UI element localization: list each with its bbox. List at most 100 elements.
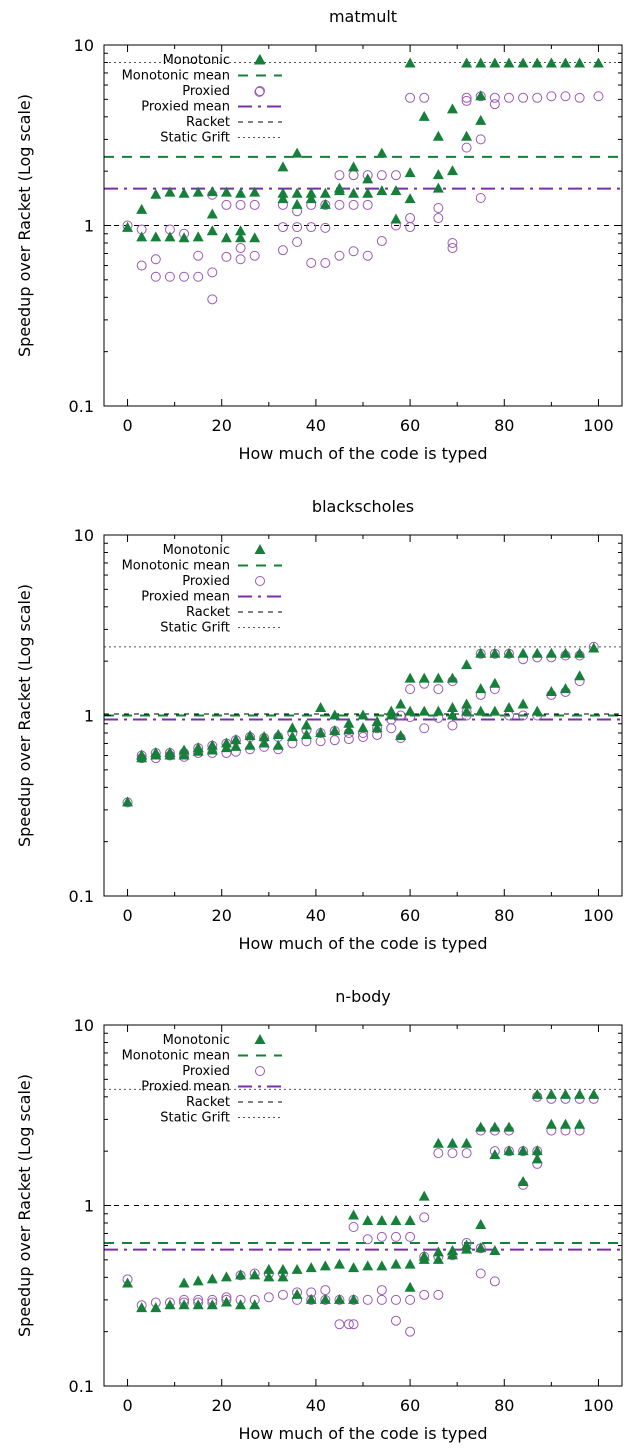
- legend-label: Proxied: [182, 1064, 230, 1079]
- monotonic-point: [489, 1121, 501, 1132]
- monotonic-point: [545, 1088, 557, 1099]
- y-tick-label: 10: [74, 526, 94, 545]
- monotonic-point: [418, 672, 430, 683]
- legend-label: Monotonic: [163, 543, 230, 558]
- proxied-point: [461, 1148, 472, 1159]
- chart-panel-blackscholes: blackscholes 0 20 40 60 80 100 0.1 1 10 How much o…: [15, 497, 623, 953]
- proxied-point: [376, 1231, 387, 1242]
- monotonic-point: [277, 187, 289, 198]
- monotonic-point: [315, 702, 327, 713]
- monotonic-point: [446, 103, 458, 114]
- monotonic-point: [305, 1262, 317, 1273]
- proxied-point: [461, 95, 472, 106]
- x-tick-label: 100: [583, 906, 614, 925]
- x-tick-label: 80: [494, 1396, 514, 1415]
- proxied-point: [235, 254, 246, 265]
- monotonic-point: [545, 1118, 557, 1129]
- monotonic-point: [503, 57, 515, 68]
- x-tick-label: 100: [583, 416, 614, 435]
- proxied-point: [475, 193, 486, 204]
- monotonic-point: [206, 1299, 218, 1310]
- proxied-point: [447, 243, 458, 254]
- monotonic-point: [574, 647, 586, 658]
- proxied-point: [405, 213, 416, 224]
- proxied-point: [306, 222, 317, 233]
- proxied-point: [254, 86, 265, 97]
- monotonic-point: [432, 705, 444, 716]
- proxied-point: [193, 250, 204, 261]
- proxied-point: [419, 1289, 430, 1300]
- monotonic-point: [291, 1263, 303, 1274]
- monotonic-point: [503, 1121, 515, 1132]
- legend-label: Monotonic mean: [122, 559, 230, 574]
- monotonic-point: [475, 647, 487, 658]
- proxied-point: [461, 92, 472, 103]
- monotonic-point: [263, 1271, 275, 1282]
- proxied-point: [405, 1326, 416, 1337]
- legend-circle-icon: [255, 86, 265, 96]
- monotonic-point: [545, 647, 557, 658]
- chart-panel-n-body: n-body 0 20 40 60 80 100 0.1 1 10 How much of the …: [15, 987, 623, 1443]
- monotonic-point: [531, 1088, 543, 1099]
- monotonic-point: [305, 193, 317, 204]
- legend-triangle-icon: [254, 544, 266, 554]
- legend-label: Proxied: [182, 574, 230, 589]
- x-tick-label: 40: [306, 906, 326, 925]
- monotonic-point: [249, 186, 261, 197]
- y-tick-label: 1: [84, 1197, 94, 1216]
- x-tick-label: 20: [212, 906, 232, 925]
- monotonic-point: [489, 647, 501, 658]
- monotonic-point: [178, 1277, 190, 1288]
- monotonic-point: [489, 677, 501, 688]
- monotonic-point: [404, 57, 416, 68]
- proxied-point: [433, 1289, 444, 1300]
- proxied-point: [320, 222, 331, 233]
- monotonic-point: [286, 722, 298, 733]
- monotonic-point: [395, 729, 407, 740]
- proxied-point: [447, 1148, 458, 1159]
- monotonic-point: [235, 225, 247, 236]
- proxied-point: [221, 199, 232, 210]
- chart-title: matmult: [329, 7, 397, 26]
- proxied-point: [277, 245, 288, 256]
- proxied-point: [419, 723, 430, 734]
- proxied-point: [405, 222, 416, 233]
- x-axis-label: How much of the code is typed: [238, 1424, 487, 1443]
- legend-label: Racket: [186, 115, 230, 130]
- proxied-point: [343, 734, 354, 745]
- legend-circle-icon: [255, 1066, 265, 1076]
- proxied-point: [334, 1319, 345, 1330]
- monotonic-point: [475, 1218, 487, 1229]
- proxied-point: [433, 1148, 444, 1159]
- monotonic-point: [150, 231, 162, 242]
- monotonic-point: [150, 1302, 162, 1313]
- monotonic-point: [277, 1271, 289, 1282]
- monotonic-point: [277, 1263, 289, 1274]
- monotonic-point: [164, 1299, 176, 1310]
- monotonic-point: [489, 1244, 501, 1255]
- proxied-point: [447, 720, 458, 731]
- monotonic-point: [559, 1118, 571, 1129]
- proxied-point: [475, 134, 486, 145]
- monotonic-point: [258, 737, 270, 748]
- monotonic-point: [395, 698, 407, 709]
- monotonic-point: [475, 90, 487, 101]
- y-axis-label: Speedup over Racket (Log scale): [15, 1074, 34, 1337]
- monotonic-point: [559, 683, 571, 694]
- proxied-point: [348, 1222, 359, 1233]
- monotonic-point: [272, 728, 284, 739]
- monotonic-point: [418, 705, 430, 716]
- monotonic-point: [418, 1190, 430, 1201]
- monotonic-point: [136, 203, 148, 214]
- monotonic-point: [315, 726, 327, 737]
- monotonic-point: [192, 1275, 204, 1286]
- proxied-point: [193, 271, 204, 282]
- x-axis-label: How much of the code is typed: [238, 444, 487, 463]
- proxied-point: [249, 250, 260, 261]
- monotonic-point: [588, 1088, 600, 1099]
- monotonic-point: [446, 702, 458, 713]
- monotonic-point: [461, 698, 473, 709]
- monotonic-point: [475, 1242, 487, 1253]
- proxied-point: [334, 170, 345, 181]
- legend-label: Static Grift: [160, 131, 230, 146]
